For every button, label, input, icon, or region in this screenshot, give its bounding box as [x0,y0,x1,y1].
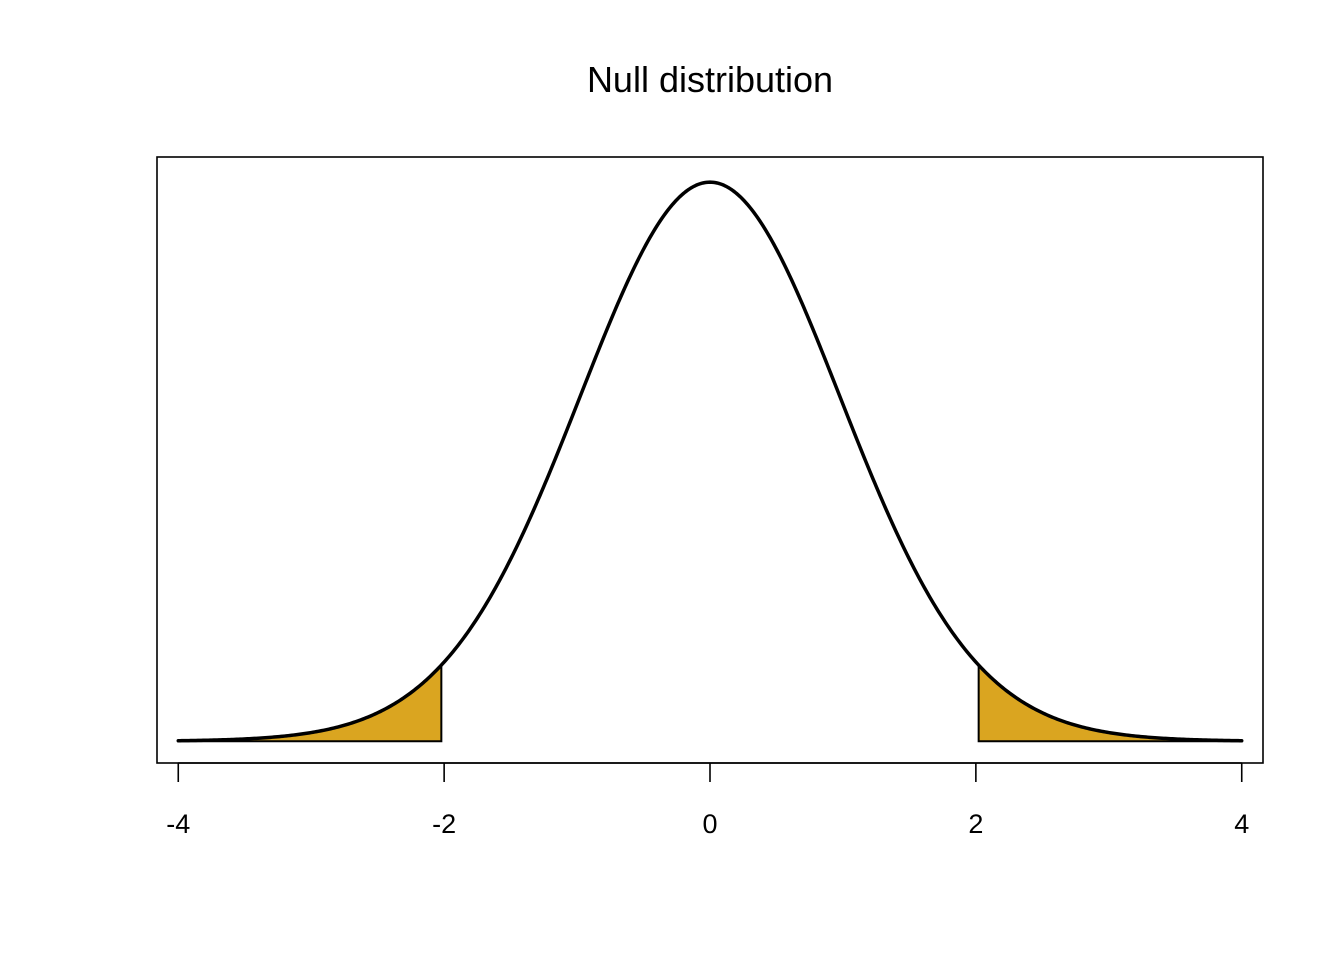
x-axis: -4 -2 0 2 4 [166,762,1249,839]
x-tick-label: 2 [968,809,983,839]
plot-frame [156,156,1264,764]
x-tick-label: 4 [1234,809,1249,839]
x-tick-label: 0 [702,809,717,839]
x-tick-label: -4 [166,809,190,839]
density-curve [176,180,1244,743]
right-tail-region [977,662,1243,743]
x-tick-label: -2 [432,809,456,839]
left-tail-region [177,662,443,743]
chart-title: Null distribution [587,59,833,100]
plot-area [156,156,1264,764]
